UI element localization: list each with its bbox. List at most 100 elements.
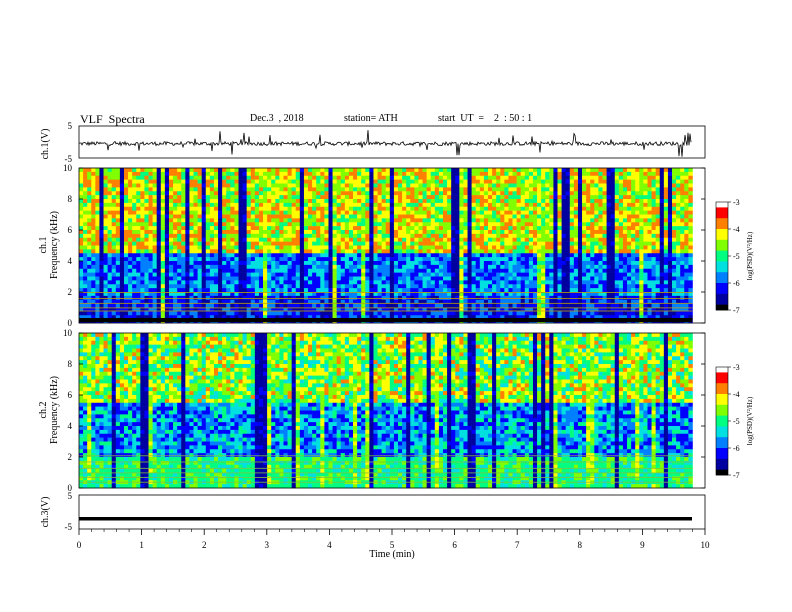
colorbar-cell [716, 374, 728, 377]
colorbar-cell [716, 449, 728, 452]
freq-tick-label: 4 [68, 421, 73, 431]
colorbar-cell [716, 232, 728, 235]
colorbar-cell [716, 408, 728, 411]
colorbar-cell [716, 406, 728, 409]
time-tick-label: 9 [640, 540, 645, 550]
ch3-frame [78, 494, 706, 530]
colorbar-cell [716, 410, 728, 413]
colorbar-cell [716, 252, 728, 255]
colorbar-tick-label: -7 [733, 471, 740, 480]
ch1-spectrogram-image [79, 168, 693, 324]
colorbar-cell [716, 376, 728, 379]
colorbar-cell [716, 473, 728, 476]
colorbar-cell [716, 404, 728, 407]
colorbar-cell [716, 220, 728, 223]
colorbar-tick-label: -7 [733, 306, 740, 315]
colorbar-cell [716, 212, 728, 215]
colorbar-cell [716, 247, 728, 250]
colorbar-cell [716, 413, 728, 416]
time-tick-label: 1 [139, 540, 144, 550]
colorbar-cell [716, 430, 728, 433]
colorbar-cell [716, 308, 728, 311]
colorbar-cell [716, 265, 728, 268]
colorbar-cell [716, 453, 728, 456]
colorbar-cell [716, 236, 728, 239]
ch2-freq-label: Frequency (kHz) [49, 376, 60, 444]
colorbar-cell [716, 381, 728, 384]
colorbar-tick-label: -3 [733, 363, 740, 372]
freq-tick-label: 10 [63, 163, 73, 173]
colorbar-cell [716, 225, 728, 228]
ch1-trace [78, 130, 692, 157]
freq-tick-label: 0 [68, 483, 73, 493]
colorbar-cell [716, 295, 728, 298]
colorbar-cell [716, 392, 728, 395]
colorbar-cell [716, 270, 728, 273]
colorbar-cell [716, 304, 728, 307]
colorbar-cell [716, 284, 728, 287]
colorbar-cell [716, 421, 728, 424]
colorbar-cell [716, 397, 728, 400]
colorbar-cell [716, 207, 728, 210]
colorbar-cell [716, 412, 728, 415]
colorbar-cell [716, 439, 728, 442]
ch1-spec-frame [78, 167, 706, 324]
ch2-colorbar: -3 -4 -5 -6 -7 log(PSD)(V²/Hz) [715, 363, 754, 480]
colorbar-cell [716, 205, 728, 208]
ch2-spec-label: ch.2 [38, 402, 49, 419]
colorbar-cell [716, 467, 728, 470]
freq-tick-label: 8 [68, 194, 73, 204]
colorbar-cell [716, 471, 728, 474]
colorbar-cell [716, 424, 728, 427]
colorbar-cell [716, 279, 728, 282]
colorbar-cell [716, 367, 728, 370]
date-label: Dec.3 , 2018 [250, 113, 304, 124]
colorbar-cell [716, 221, 728, 224]
colorbar-cell [716, 230, 728, 233]
ch1-spectrogram-panel: ch.1 Frequency (kHz) 0 2 4 6 8 10 [38, 163, 706, 328]
ch3-waveform-panel: ch.3(V) 5 -5 [40, 491, 706, 532]
ch1-ytick-top: 5 [68, 121, 73, 131]
time-tick-label: 3 [265, 540, 270, 550]
colorbar-cell [716, 390, 728, 393]
start-time-label: start UT = 2 : 50 : 1 [438, 113, 533, 124]
colorbar-cell [716, 272, 728, 275]
colorbar-cell [716, 209, 728, 212]
colorbar-tick-label: -6 [733, 279, 740, 288]
freq-tick-label: 0 [68, 318, 73, 328]
colorbar-cell [716, 415, 728, 418]
colorbar-cell [716, 234, 728, 237]
time-tick-label: 0 [77, 540, 82, 550]
colorbar-cell [716, 306, 728, 309]
colorbar-cell [716, 419, 728, 422]
freq-tick-label: 10 [63, 328, 73, 338]
colorbar-cell [716, 386, 728, 389]
ch2-spec-frame [78, 332, 706, 489]
colorbar-cell [716, 293, 728, 296]
colorbar-cell [716, 261, 728, 264]
colorbar-cell [716, 241, 728, 244]
colorbar-cell [716, 440, 728, 443]
colorbar-tick-label: -5 [733, 252, 740, 261]
colorbar-tick-label: -3 [733, 198, 740, 207]
colorbar-cell [716, 254, 728, 257]
colorbar-cell [716, 385, 728, 388]
ch2-spectrogram-image [79, 333, 693, 489]
freq-tick-label: 2 [68, 452, 73, 462]
colorbar-cell [716, 395, 728, 398]
colorbar-cell [716, 464, 728, 467]
ch1-frame [78, 125, 706, 159]
colorbar-cell [716, 301, 728, 304]
time-axis: 0 1 2 3 4 5 6 7 8 9 10 [77, 529, 710, 550]
ch3-ytick-top: 5 [68, 491, 73, 501]
colorbar-tick-label: -5 [733, 417, 740, 426]
x-axis-label: Time (min) [369, 549, 414, 560]
freq-tick-label: 6 [68, 225, 73, 235]
ch1-waveform-panel: ch.1(V) 5 -5 [40, 121, 706, 164]
colorbar-cell [716, 422, 728, 425]
colorbar-cell [716, 274, 728, 277]
ch3-ylabel: ch.3(V) [40, 497, 51, 528]
colorbar-cell [716, 202, 728, 205]
colorbar-cell [716, 431, 728, 434]
colorbar-cell [716, 458, 728, 461]
